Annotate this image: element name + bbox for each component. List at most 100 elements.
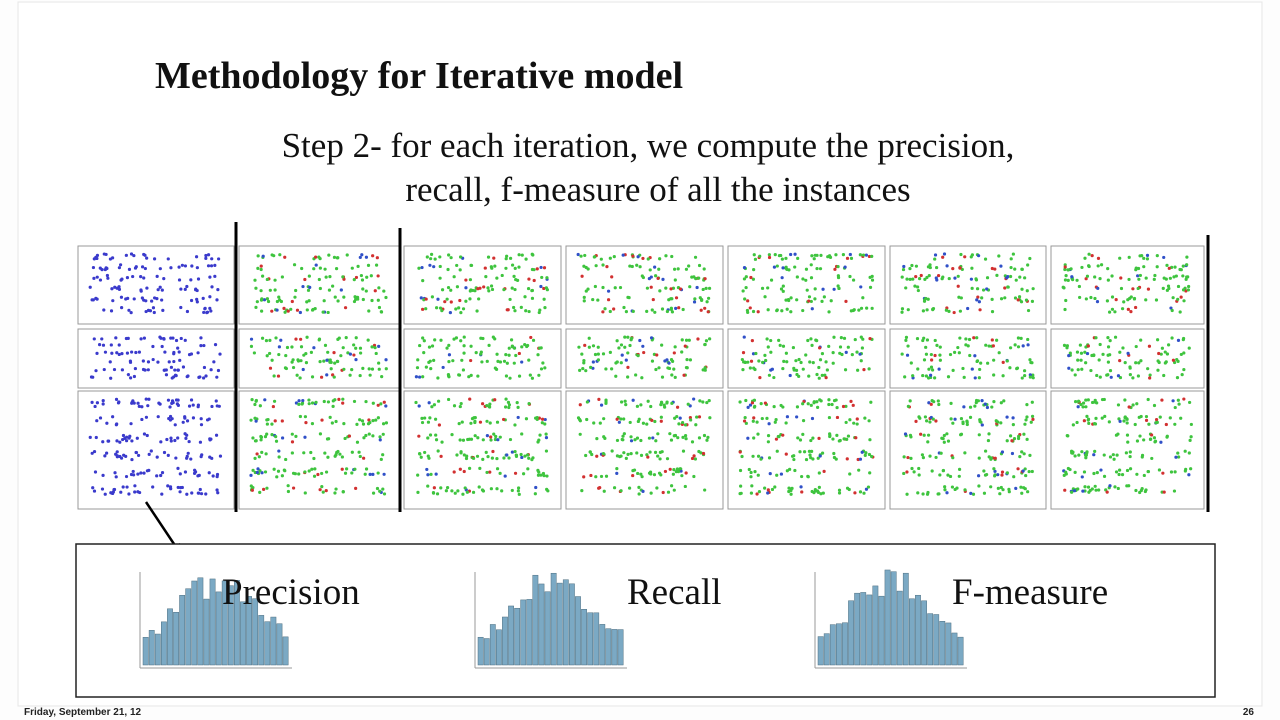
- scatter-dot: [125, 275, 130, 280]
- scatter-dot: [775, 473, 779, 477]
- hist-bar: [587, 612, 594, 666]
- scatter-dot: [608, 350, 612, 354]
- scatter-dot: [117, 343, 121, 347]
- scatter-dot: [697, 436, 702, 440]
- scatter-dot: [1134, 268, 1138, 272]
- scatter-dot: [639, 438, 643, 443]
- scatter-dot: [926, 433, 931, 437]
- scatter-dot: [506, 400, 511, 404]
- scatter-dot: [433, 257, 437, 261]
- scatter-dot: [183, 338, 187, 342]
- scatter-dot: [479, 352, 483, 356]
- scatter-dot: [784, 421, 788, 425]
- scatter-dot: [283, 310, 287, 314]
- scatter-dot: [265, 297, 270, 301]
- scatter-dot: [283, 366, 288, 370]
- scatter-dot: [1135, 439, 1140, 443]
- scatter-dot: [927, 274, 931, 278]
- scatter-dot: [272, 467, 276, 471]
- scatter-dot: [773, 485, 777, 489]
- scatter-dot: [951, 421, 955, 425]
- scatter-dot: [624, 310, 628, 314]
- scatter-dot: [801, 432, 805, 436]
- scatter-dot: [512, 274, 516, 278]
- scatter-dot: [254, 286, 258, 290]
- scatter-dot: [596, 345, 600, 349]
- scatter-dot: [1128, 454, 1132, 459]
- scatter-dot: [358, 255, 362, 260]
- hist-bar: [902, 572, 909, 666]
- scatter-dot: [452, 404, 457, 408]
- scatter-dot: [290, 440, 295, 444]
- scatter-dot: [356, 264, 360, 268]
- scatter-dot: [270, 422, 274, 426]
- scatter-dot: [138, 490, 142, 495]
- scatter-dot: [1153, 439, 1158, 443]
- scatter-dot: [286, 309, 290, 313]
- scatter-dot: [622, 417, 626, 421]
- scatter-dot: [828, 255, 833, 259]
- scatter-dot: [530, 296, 535, 300]
- scatter-dot: [274, 435, 278, 439]
- scatter-dot: [586, 287, 590, 291]
- scatter-dot: [1128, 373, 1132, 377]
- scatter-dot: [421, 307, 425, 311]
- scatter-dot: [1018, 455, 1022, 459]
- scatter-dot: [318, 360, 322, 364]
- scatter-dot: [417, 451, 422, 456]
- scatter-dot: [376, 298, 380, 302]
- scatter-dot: [143, 368, 147, 372]
- scatter-dot: [464, 456, 469, 461]
- scatter-dot: [280, 436, 285, 440]
- scatter-dot: [836, 275, 841, 280]
- scatter-dot: [151, 357, 155, 362]
- scatter-dot: [767, 373, 772, 377]
- hist-bar: [611, 629, 618, 666]
- scatter-dot: [362, 436, 366, 440]
- scatter-dot: [336, 449, 340, 454]
- scatter-dot: [664, 254, 668, 258]
- scatter-dot: [1134, 361, 1138, 365]
- scatter-dot: [505, 361, 509, 365]
- scatter-dot: [631, 398, 635, 402]
- scatter-dot: [377, 344, 381, 348]
- scatter-dot: [1159, 352, 1163, 356]
- scatter-dot: [665, 457, 670, 461]
- scatter-dot: [134, 450, 138, 455]
- scatter-dot: [1086, 398, 1090, 402]
- scatter-dot: [173, 373, 178, 377]
- scatter-dot: [513, 309, 517, 313]
- scatter-dot: [1005, 359, 1009, 363]
- scatter-dot: [537, 438, 541, 442]
- scatter-dot: [1013, 296, 1018, 300]
- scatter-dot: [806, 475, 810, 479]
- title: Methodology for Iterative model: [155, 55, 683, 97]
- scatter-dot: [669, 287, 673, 291]
- scatter-dot: [950, 485, 955, 489]
- scatter-dot: [1125, 484, 1129, 488]
- scatter-dot: [496, 359, 500, 364]
- scatter-dot: [384, 367, 388, 371]
- hist-bar: [227, 585, 234, 666]
- scatter-dot: [1105, 299, 1110, 303]
- scatter-dot: [111, 415, 115, 419]
- scatter-dot: [650, 308, 654, 312]
- hist-bar: [173, 611, 179, 666]
- scatter-dot: [1176, 359, 1180, 363]
- scatter-dot: [705, 400, 709, 405]
- scatter-dot: [293, 472, 297, 476]
- scatter-dot: [338, 452, 342, 456]
- scatter-dot: [1113, 485, 1117, 489]
- scatter-dot: [261, 254, 265, 258]
- scatter-dot: [294, 434, 298, 439]
- scatter-dot: [849, 309, 853, 313]
- scatter-dot: [945, 432, 949, 436]
- scatter-dot: [290, 345, 294, 349]
- scatter-dot: [809, 337, 813, 341]
- scatter-dot: [140, 265, 145, 269]
- hist-bar: [556, 582, 563, 666]
- scatter-dot: [583, 343, 587, 347]
- scatter-dot: [152, 257, 157, 261]
- scatter-dot: [514, 353, 518, 358]
- scatter-dot: [1075, 350, 1080, 354]
